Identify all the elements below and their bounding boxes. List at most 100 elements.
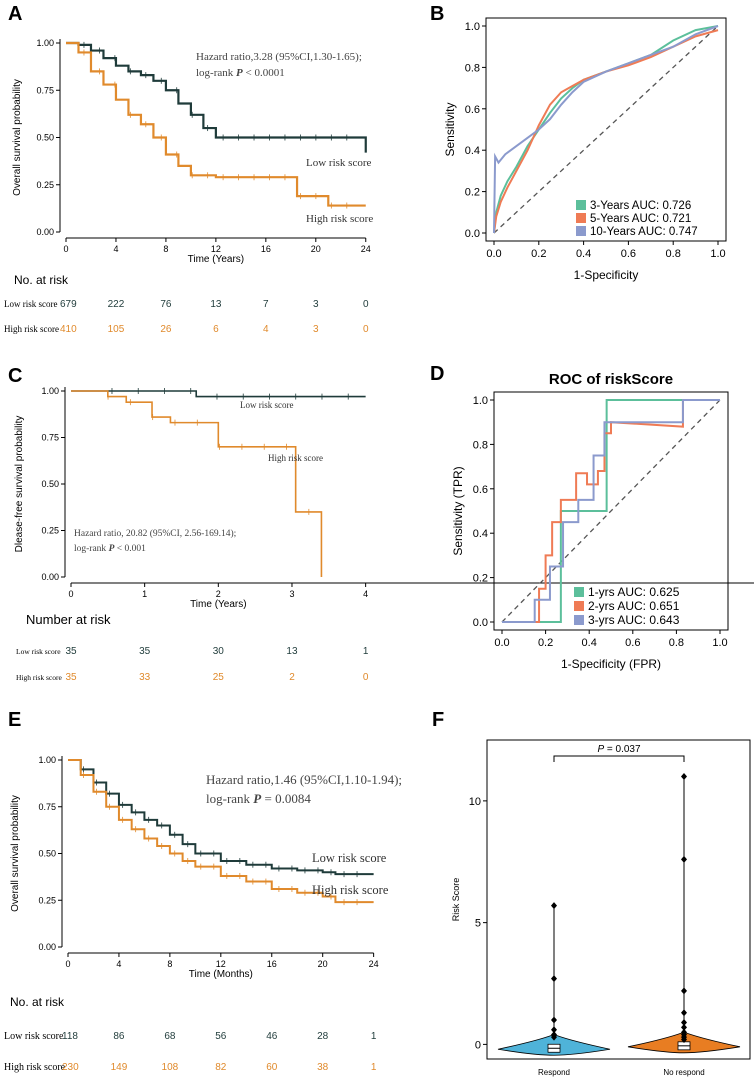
risk-count: 13 xyxy=(210,299,222,310)
outlier-point xyxy=(551,902,557,910)
y-tick-label: 0.25 xyxy=(38,895,56,905)
risk-count: 28 xyxy=(317,1031,329,1042)
chart-title: ROC of riskScore xyxy=(549,371,673,388)
risk-count: 1 xyxy=(363,646,369,657)
p-value: < 0.0001 xyxy=(243,67,285,79)
x-tick-label: 0 xyxy=(65,959,70,969)
legend-label: 3-yrs AUC: 0.643 xyxy=(588,613,680,627)
log-rank-label: log-rank xyxy=(74,544,109,554)
risk-count: 105 xyxy=(108,324,125,335)
curve-label-high: High risk score xyxy=(312,883,389,897)
p-value: = 0.037 xyxy=(604,744,641,755)
y-tick-label: 0.0 xyxy=(473,617,488,629)
y-tick-label: 0.75 xyxy=(36,85,54,95)
y-tick-label: 0.00 xyxy=(36,227,54,237)
y-tick-label: 1.0 xyxy=(465,21,480,33)
panel-letter-f: F xyxy=(432,709,444,731)
x-tick-label: 20 xyxy=(311,244,321,254)
outlier-point xyxy=(681,1018,687,1026)
risk-count: 26 xyxy=(160,324,172,335)
risk-table-title: Number at risk xyxy=(26,612,111,627)
risk-count: 118 xyxy=(62,1031,78,1042)
log-rank-label: log-rank xyxy=(196,67,236,79)
log-rank-text: log-rank P < 0.001 xyxy=(74,544,146,554)
risk-count: 0 xyxy=(363,299,369,310)
plot-frame xyxy=(493,391,729,631)
y-axis-title: Overall survival probability xyxy=(12,79,23,196)
x-tick-label: 4 xyxy=(113,244,118,254)
risk-count: 25 xyxy=(213,672,225,683)
x-tick-label: 24 xyxy=(361,244,371,254)
risk-row-label: High risk score xyxy=(4,1062,66,1073)
legend-label: 1-yrs AUC: 0.625 xyxy=(588,585,680,599)
x-tick-label: 8 xyxy=(163,244,168,254)
y-tick-label: 0.25 xyxy=(41,526,59,536)
y-tick-label: 0.50 xyxy=(38,849,56,859)
panel-letter-b: B xyxy=(430,3,444,25)
roc-curve-1 xyxy=(493,29,719,234)
x-tick-label: 0.4 xyxy=(582,637,597,649)
risk-count: 679 xyxy=(60,299,77,310)
risk-row-label: High risk score xyxy=(16,673,62,682)
risk-row-label: Low risk score xyxy=(16,647,61,656)
y-tick-label: 0.75 xyxy=(38,802,56,812)
x-tick-label: 12 xyxy=(211,244,221,254)
risk-count: 82 xyxy=(215,1062,227,1073)
y-tick-label: 0.2 xyxy=(473,573,488,585)
roc-curve-2 xyxy=(493,25,719,234)
x-tick-label: 1.0 xyxy=(710,248,725,260)
roc-curve-2 xyxy=(502,399,720,623)
legend-swatch xyxy=(574,615,584,625)
y-tick-label: 0.6 xyxy=(473,484,488,496)
panel-e: E 0.00 0.25 0.50 0.75 1.00 0 4 8 12 16 20 24 Time (M… xyxy=(4,709,402,1073)
risk-count: 410 xyxy=(60,324,77,335)
x-axis-title: Time (Months) xyxy=(189,969,253,980)
y-tick-label: 0.2 xyxy=(465,187,480,199)
risk-count: 68 xyxy=(164,1031,176,1042)
panel-letter-c: C xyxy=(8,365,22,387)
km-curve-low xyxy=(68,759,374,876)
legend-swatch xyxy=(574,601,584,611)
outlier-point xyxy=(551,1026,557,1034)
x-tick-label: 0.2 xyxy=(531,248,546,260)
risk-count: 33 xyxy=(139,672,151,683)
log-rank-label: log-rank xyxy=(206,791,253,806)
y-tick-label: 0.25 xyxy=(36,180,54,190)
roc-curve-1 xyxy=(502,399,720,623)
y-tick-label: 1.00 xyxy=(36,38,54,48)
km-curve-high xyxy=(68,759,374,904)
y-tick-label: 0 xyxy=(475,1039,481,1051)
risk-count: 7 xyxy=(263,299,269,310)
legend-label: 10-Years AUC: 0.747 xyxy=(590,226,698,238)
y-axis-title: Risk Score xyxy=(451,878,461,922)
y-tick-label: 0.4 xyxy=(473,528,488,540)
x-tick-label: 0.0 xyxy=(486,248,501,260)
panel-b: B 0.0 0.2 0.4 0.6 0.8 1.0 0.0 0.2 0.4 0.6 0.8 1.0 1-… xyxy=(430,3,727,282)
risk-count: 60 xyxy=(266,1062,278,1073)
curve-label-high: High risk score xyxy=(306,213,373,225)
y-axis-title: Sensitivity xyxy=(443,102,457,156)
risk-count: 222 xyxy=(108,299,125,310)
hazard-ratio-text: Hazard ratio,3.28 (95%CI,1.30-1.65); xyxy=(196,51,362,63)
risk-count: 30 xyxy=(213,646,225,657)
y-axis-title: Overall survival probability xyxy=(10,795,21,912)
y-tick-label: 0.00 xyxy=(41,572,59,582)
p-value: = 0.0084 xyxy=(261,791,311,806)
hazard-ratio-text: Hazard ratio, 20.82 (95%CI, 2.56-169.14)… xyxy=(74,528,236,539)
outlier-point xyxy=(681,773,687,781)
x-tick-label: 1 xyxy=(142,589,147,599)
y-tick-label: 10 xyxy=(469,796,481,808)
outlier-point xyxy=(681,1036,687,1044)
p-symbol: P xyxy=(109,544,115,554)
risk-count: 76 xyxy=(160,299,172,310)
risk-count: 3 xyxy=(313,299,319,310)
reference-diagonal xyxy=(501,399,721,623)
risk-table-title: No. at risk xyxy=(10,995,65,1009)
y-tick-label: 0.0 xyxy=(465,228,480,240)
km-curve-low xyxy=(71,390,366,398)
panel-letter-d: D xyxy=(430,363,444,385)
legend-swatch xyxy=(576,213,586,223)
risk-count: 13 xyxy=(286,646,298,657)
outlier-point xyxy=(551,975,557,983)
curve-label-low: Low risk score xyxy=(312,851,387,865)
